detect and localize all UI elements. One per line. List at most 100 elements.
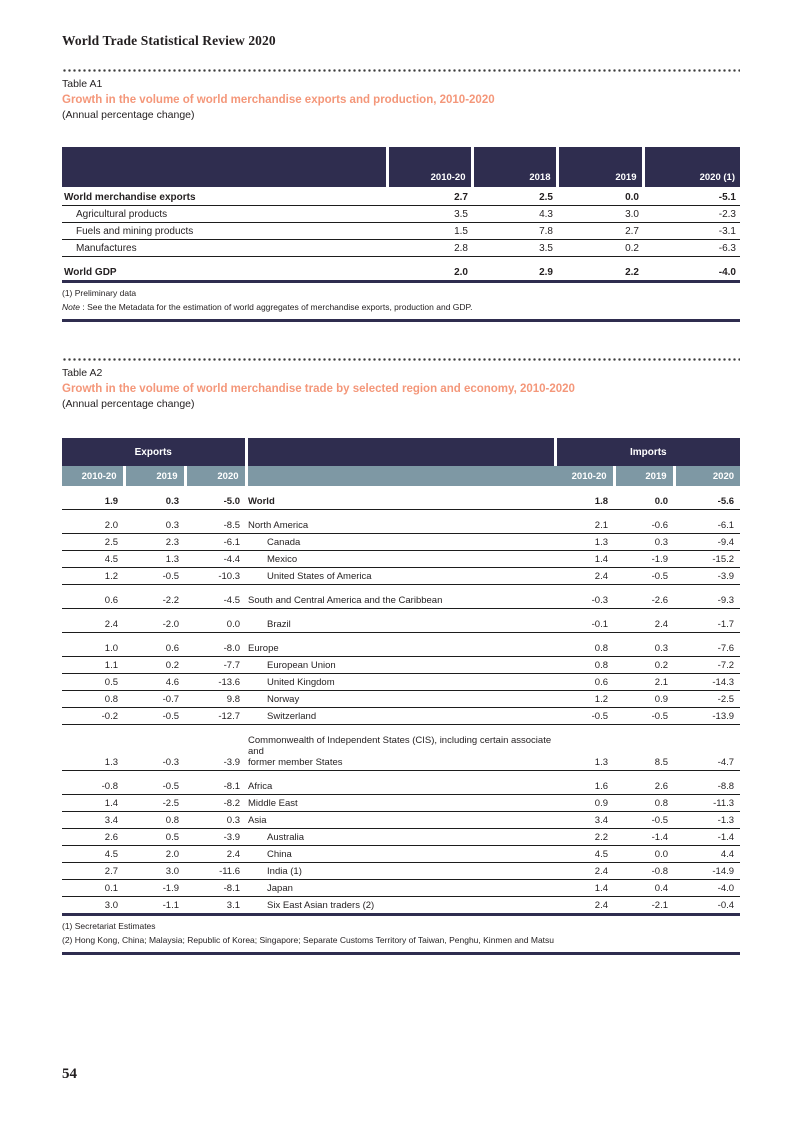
column-header: 2010-20 [385,147,472,187]
table-row: Manufactures 2.8 3.5 0.2 -6.3 [62,239,740,257]
table-row: World merchandise exports 2.7 2.5 0.0 -5.1 [62,187,740,206]
row-label: Agricultural products [62,205,387,223]
cell-value: 2.5 [62,533,124,551]
table-a1-title: Growth in the volume of world merchandis… [62,94,495,106]
row-label: China [246,845,556,863]
table-a2-label: Table A2 [62,367,103,379]
cell-value: -4.5 [185,584,247,609]
cell-value: 0.3 [614,533,675,551]
column-header: 2019 [555,147,643,187]
cell-value: 9.8 [185,690,247,708]
document-title: World Trade Statistical Review 2020 [62,33,276,48]
column-header: 2020 (1) [641,147,740,187]
cell-value: -0.2 [62,707,124,725]
cell-value: -3.9 [185,828,247,846]
cell-value: 0.4 [614,879,675,897]
cell-value: 2.7 [557,222,643,240]
table-a2-footnotes: (1) Secretariat Estimates (2) Hong Kong,… [62,913,740,955]
row-label: Canada [246,533,556,551]
cell-value: 1.3 [555,533,615,551]
cell-value: -1.9 [614,550,675,568]
cell-value: -0.5 [124,707,185,725]
cell-value: -0.6 [614,509,675,534]
cell-value: -0.8 [614,862,675,880]
cell-value: 2.1 [555,509,615,534]
cell-value: -10.3 [185,567,247,585]
cell-value: -0.5 [614,567,675,585]
cell-value: 0.3 [185,811,247,829]
row-label: Middle East [246,794,556,812]
cell-value: 0.5 [124,828,185,846]
cell-value: 2.0 [124,845,185,863]
cell-value: 1.0 [62,632,124,657]
page-number: 54 [62,1066,77,1082]
row-label: North America [246,509,556,534]
cell-value: 0.9 [555,794,615,812]
cell-value: 1.8 [555,486,615,510]
row-label: Mexico [246,550,556,568]
cell-value: -8.0 [185,632,247,657]
cell-value: -1.1 [162,900,179,911]
cell-value: -6.1 [674,509,741,534]
row-label: Europe [246,632,556,657]
cell-value: -4.4 [185,550,247,568]
footnote: (1) Preliminary data [62,288,137,298]
cell-value: 2.4 [555,862,615,880]
cell-value: 1.2 [62,567,124,585]
header-spacer [244,438,556,466]
cell-value: 2.4 [614,608,675,633]
cell-value: -2.3 [643,205,740,223]
row-label: South and Central America and the Caribb… [246,584,556,609]
table-a1-header: 2010-20 2018 2019 2020 (1) [62,147,740,187]
row-label: Fuels and mining products [62,222,387,240]
cell-value: 1.5 [387,222,472,240]
cell-value: -1.4 [674,828,741,846]
cell-value: -3.1 [643,222,740,240]
cell-value: 0.9 [614,690,675,708]
cell-value: -2.5 [124,794,185,812]
cell-value: -0.5 [614,707,675,725]
cell-value: 0.2 [557,239,643,257]
cell-value: -9.4 [674,533,741,551]
cell-value: 0.5 [62,673,124,691]
year-column-header: 2020 [672,466,741,486]
cell-value: 2.4 [594,900,609,911]
row-label: Japan [246,879,556,897]
cell-value: -8.5 [185,509,247,534]
cell-value: -4.7 [674,724,741,771]
table-row: 1.9 0.3 -5.0 World 1.8 0.0 -5.6 [62,486,741,510]
table-row: 1.1 0.2 -7.7 European Union 0.8 0.2 -7.2 [62,656,741,674]
cell-value: -3.9 [185,724,247,771]
cell-value: 0.6 [124,632,185,657]
cell-value: 0.3 [614,632,675,657]
table-row: 1.0 0.6 -8.0 Europe 0.8 0.3 -7.6 [62,632,741,657]
row-label: World merchandise exports [62,187,387,206]
cell-value: -8.1 [185,879,247,897]
cell-value: -1.4 [614,828,675,846]
cell-value: 0.3 [124,509,185,534]
cell-value: -9.3 [674,584,741,609]
cell-value: 3.4 [62,811,124,829]
row-label: World GDP [64,267,117,278]
cell-value: 0.2 [614,656,675,674]
cell-value: 2.6 [62,828,124,846]
cell-value: 3.5 [387,205,472,223]
cell-value: 0.0 [557,187,643,206]
cell-value: 0.0 [614,845,675,863]
cell-value: 4.5 [62,550,124,568]
cell-value: 0.8 [62,690,124,708]
row-label: United States of America [246,567,556,585]
cell-value: 0.1 [62,879,124,897]
cell-value: 0.2 [124,656,185,674]
cell-value: -2.2 [124,584,185,609]
table-row: 1.4 -2.5 -8.2 Middle East 0.9 0.8 -11.3 [62,794,741,812]
table-row: 0.6 -2.2 -4.5 South and Central America and… [62,584,741,609]
cell-value: 3.0 [124,862,185,880]
cell-value: -13.6 [185,673,247,691]
year-column-header: 2010-20 [555,466,615,486]
column-header: 2018 [470,147,557,187]
cell-value: -7.2 [674,656,741,674]
cell-value: -5.0 [185,486,247,510]
cell-value: 3.5 [472,239,557,257]
cell-value: 2.1 [614,673,675,691]
